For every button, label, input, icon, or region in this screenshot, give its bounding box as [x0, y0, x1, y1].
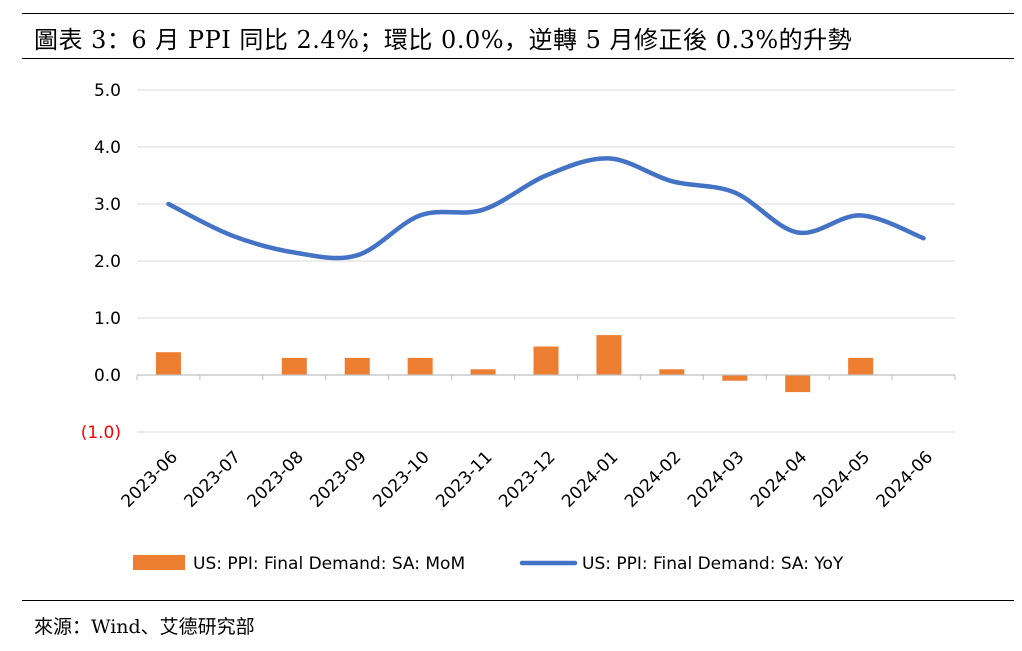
- x-tick-label: 2023-10: [369, 447, 433, 511]
- y-tick-label: 0.0: [94, 366, 121, 386]
- bar-2024-03: [722, 375, 748, 381]
- legend-label-mom: US: PPI: Final Demand: SA: MoM: [193, 554, 465, 574]
- y-tick-label: 4.0: [94, 138, 121, 158]
- bar-2023-10: [407, 357, 433, 375]
- x-axis-ticks: [136, 375, 956, 380]
- x-tick-label: 2024-03: [684, 447, 748, 511]
- title-rule: [22, 58, 1014, 59]
- x-tick-label: 2023-08: [243, 447, 307, 511]
- x-tick-label: 2024-01: [558, 447, 622, 511]
- y-tick-label: 3.0: [94, 195, 121, 215]
- top-rule: [22, 13, 1014, 14]
- bar-2024-05: [848, 357, 874, 375]
- y-tick-label: 1.0: [94, 309, 121, 329]
- bar-2023-11: [470, 369, 496, 375]
- y-axis-labels: 5.0 4.0 3.0 2.0 1.0 0.0 (1.0): [81, 81, 121, 443]
- bar-2023-09: [344, 357, 370, 375]
- source-rule: [22, 600, 1014, 601]
- bar-2023-12: [533, 346, 559, 375]
- y-tick-label: (1.0): [81, 423, 121, 443]
- x-axis-labels: 2023-062023-072023-082023-092023-102023-…: [118, 447, 937, 511]
- gridlines: [137, 89, 955, 433]
- x-tick-label: 2023-06: [118, 447, 182, 511]
- bar-2024-01: [596, 335, 622, 375]
- figure-title: 圖表 3：6 月 PPI 同比 2.4%；環比 0.0%，逆轉 5 月修正後 0…: [34, 26, 853, 54]
- bar-2024-02: [659, 369, 685, 375]
- x-tick-label: 2023-11: [432, 447, 496, 511]
- source-note: 來源：Wind、艾德研究部: [34, 616, 255, 638]
- x-tick-label: 2024-06: [873, 447, 937, 511]
- y-tick-label: 5.0: [94, 81, 121, 101]
- x-tick-label: 2023-07: [181, 447, 245, 511]
- x-tick-label: 2023-09: [306, 447, 370, 511]
- bar-2024-04: [785, 375, 811, 393]
- y-tick-label: 2.0: [94, 252, 121, 272]
- x-tick-label: 2024-02: [621, 447, 685, 511]
- x-tick-label: 2023-12: [495, 447, 559, 511]
- bar-2023-08: [281, 357, 307, 375]
- bar-series: [155, 335, 874, 393]
- legend: US: PPI: Final Demand: SA: MoM US: PPI: F…: [133, 554, 844, 574]
- chart: 5.04.03.02.01.00.0(1.0) 2023-062023-0720…: [81, 81, 956, 574]
- x-tick-label: 2024-04: [747, 447, 811, 511]
- x-tick-label: 2024-05: [810, 447, 874, 511]
- yoy-line-series: [166, 156, 926, 261]
- legend-label-yoy: US: PPI: Final Demand: SA: YoY: [582, 554, 844, 574]
- legend-bar-swatch: [133, 555, 185, 570]
- bar-2023-06: [155, 352, 181, 375]
